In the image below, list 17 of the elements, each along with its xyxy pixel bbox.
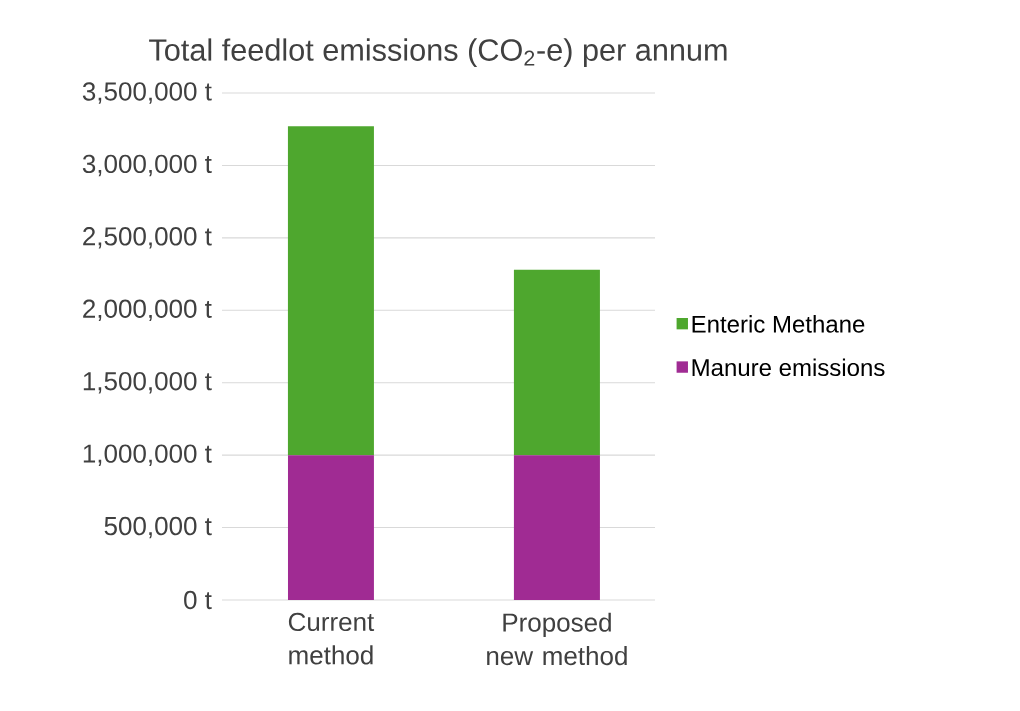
chart-title: Total feedlot emissions (CO$_{2}$-e) per annum [149,38,727,67]
x-tick-label: Proposed new method [487,612,627,666]
y-tick-label: 3,500,000 t [82,82,212,104]
bar [513,269,600,456]
y-tick-label: 0 t [184,590,212,610]
y-tick-label: 2,500,000 t [83,227,212,249]
bar [287,126,374,456]
legend-label: Manure emissions [692,358,885,377]
x-tick-label: Current method [288,612,375,665]
bar [513,455,600,600]
y-tick-label: 2,000,000 t [83,299,212,322]
bar [287,455,374,600]
y-tick-label: 500,000 t [104,516,212,539]
y-tick-label: 1,500,000 t [83,371,212,394]
legend-label: Enteric Methane [692,315,865,333]
y-tick-label: 3,000,000 t [82,154,212,177]
y-tick-label: 1,000,000 t [83,444,212,466]
